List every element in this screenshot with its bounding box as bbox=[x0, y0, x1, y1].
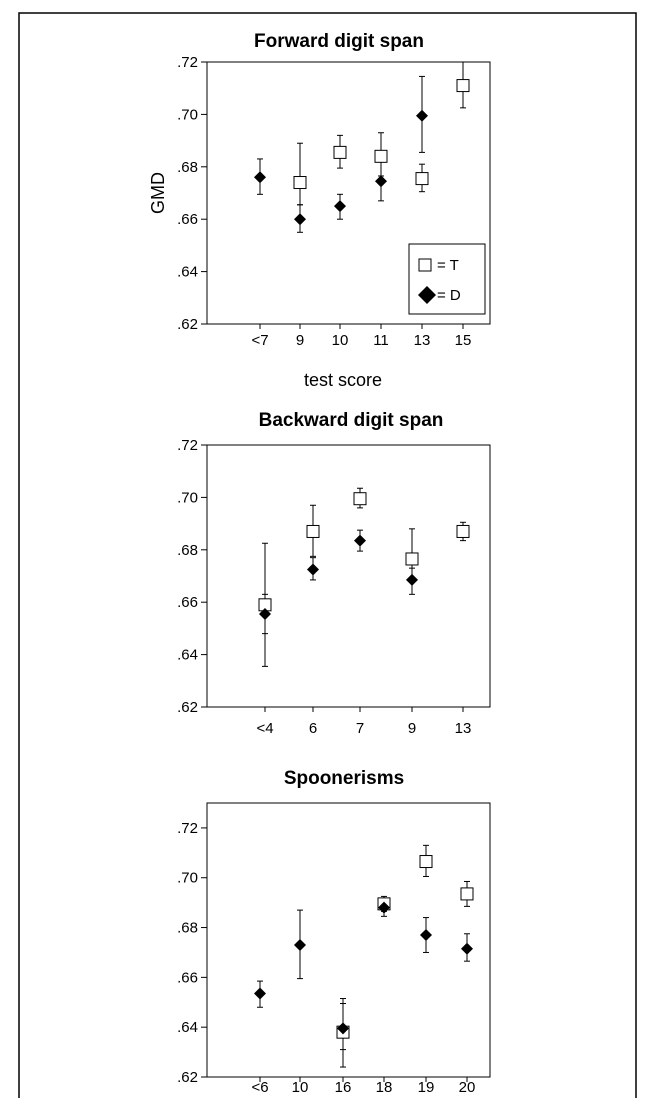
point-d bbox=[334, 200, 346, 213]
y-tick-label: .68 bbox=[177, 542, 198, 559]
y-tick-label: .66 bbox=[177, 969, 198, 986]
x-tick-label: <7 bbox=[251, 332, 268, 349]
x-tick-label: 6 bbox=[309, 720, 317, 737]
point-d bbox=[375, 175, 387, 188]
y-tick-label: .62 bbox=[177, 316, 198, 333]
y-tick-label: .66 bbox=[177, 594, 198, 611]
x-tick-label: 18 bbox=[376, 1079, 393, 1096]
data-marks bbox=[254, 61, 470, 233]
x-axis: <7 9 10 11 13 15 bbox=[251, 324, 471, 349]
y-axis: .62 .64 .66 .68 .70 .72 bbox=[177, 820, 207, 1086]
forward-digit-span-panel: Forward digit span .62 .64 .66 .68 .70 .72 <7… bbox=[148, 31, 491, 390]
plot-area bbox=[206, 61, 491, 325]
y-tick-label: .64 bbox=[177, 264, 198, 281]
y-axis-label: GMD bbox=[148, 172, 168, 214]
spoonerisms-panel: Spoonerisms .62 .64 .66 .68 .70 .72 <6 10 16 18 1… bbox=[177, 768, 491, 1096]
y-tick-label: .62 bbox=[177, 699, 198, 716]
x-tick-label: 13 bbox=[414, 332, 431, 349]
x-axis-label: test score bbox=[304, 370, 382, 390]
legend-label-t: = T bbox=[437, 257, 459, 274]
point-d bbox=[406, 573, 418, 586]
point-d bbox=[294, 938, 306, 951]
point-d bbox=[259, 607, 271, 620]
y-tick-label: .72 bbox=[177, 437, 198, 454]
point-t bbox=[333, 145, 347, 159]
point-d bbox=[254, 987, 266, 1000]
legend-box bbox=[408, 243, 486, 315]
point-t bbox=[306, 524, 320, 538]
point-d bbox=[307, 563, 319, 576]
y-tick-label: .72 bbox=[177, 820, 198, 837]
point-t bbox=[419, 855, 433, 869]
legend-diamond-icon bbox=[418, 286, 436, 304]
point-t bbox=[460, 887, 474, 901]
x-tick-label: 10 bbox=[332, 332, 349, 349]
x-tick-label: 10 bbox=[292, 1079, 309, 1096]
y-tick-label: .70 bbox=[177, 870, 198, 887]
y-tick-label: .70 bbox=[177, 106, 198, 123]
legend-label-d: = D bbox=[437, 287, 461, 304]
x-tick-label: <4 bbox=[256, 720, 273, 737]
x-tick-label: 11 bbox=[373, 332, 389, 349]
plot-area bbox=[206, 444, 491, 708]
point-d bbox=[337, 1022, 349, 1035]
point-t bbox=[456, 79, 470, 93]
point-t bbox=[415, 172, 429, 186]
point-t bbox=[405, 552, 419, 566]
point-d bbox=[294, 213, 306, 226]
y-tick-label: .66 bbox=[177, 211, 198, 228]
point-d bbox=[254, 171, 266, 184]
x-axis: <4 6 7 9 13 bbox=[256, 707, 471, 737]
data-marks bbox=[254, 844, 474, 1068]
y-tick-label: .70 bbox=[177, 489, 198, 506]
x-tick-label: 16 bbox=[335, 1079, 352, 1096]
x-tick-label: 9 bbox=[408, 720, 416, 737]
point-d bbox=[461, 942, 473, 955]
plot-area bbox=[206, 802, 491, 1078]
y-axis: .62 .64 .66 .68 .70 .72 bbox=[177, 54, 207, 333]
backward-digit-span-panel: Backward digit span .62 .64 .66 .68 .70 .72 <… bbox=[177, 410, 491, 737]
y-tick-label: .68 bbox=[177, 920, 198, 937]
x-axis: <6 10 16 18 19 20 bbox=[251, 1077, 475, 1096]
chart-title: Forward digit span bbox=[254, 31, 424, 52]
point-t bbox=[293, 176, 307, 190]
x-tick-label: 20 bbox=[459, 1079, 476, 1096]
point-d bbox=[378, 901, 390, 914]
data-marks bbox=[258, 487, 470, 667]
y-tick-label: .64 bbox=[177, 1019, 198, 1036]
y-axis: .62 .64 .66 .68 .70 .72 bbox=[177, 437, 207, 716]
figure-frame bbox=[18, 12, 637, 1098]
point-t bbox=[456, 524, 470, 538]
y-tick-label: .68 bbox=[177, 159, 198, 176]
y-tick-label: .62 bbox=[177, 1069, 198, 1086]
y-tick-label: .64 bbox=[177, 647, 198, 664]
point-d bbox=[420, 929, 432, 942]
x-tick-label: 13 bbox=[455, 720, 472, 737]
legend-square-icon bbox=[418, 258, 432, 272]
x-tick-label: 19 bbox=[418, 1079, 435, 1096]
point-t bbox=[353, 492, 367, 506]
legend: = T = D bbox=[408, 243, 486, 315]
chart-title: Spoonerisms bbox=[284, 768, 404, 789]
x-tick-label: 9 bbox=[296, 332, 304, 349]
point-t bbox=[374, 149, 388, 163]
point-d bbox=[354, 534, 366, 547]
point-d bbox=[416, 109, 428, 122]
chart-title: Backward digit span bbox=[259, 410, 444, 431]
x-tick-label: 7 bbox=[356, 720, 364, 737]
x-tick-label: 15 bbox=[455, 332, 472, 349]
y-tick-label: .72 bbox=[177, 54, 198, 71]
x-tick-label: <6 bbox=[251, 1079, 268, 1096]
